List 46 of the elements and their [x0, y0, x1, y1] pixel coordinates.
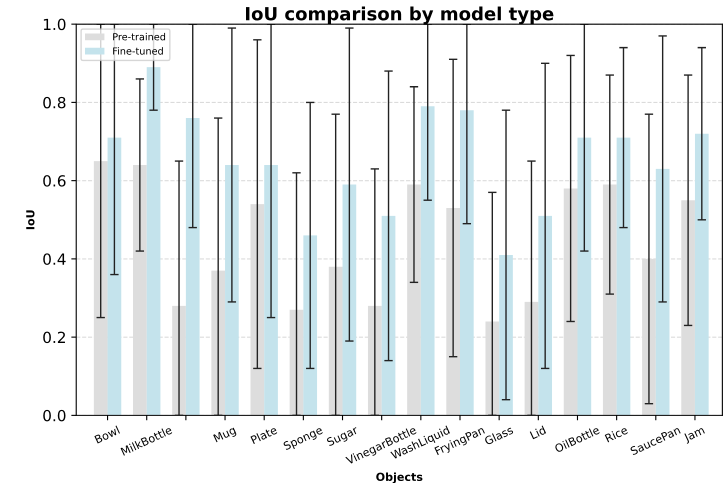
bar [616, 138, 630, 416]
y-axis-title: IoU [26, 210, 35, 230]
bar [499, 254, 513, 416]
bar [303, 235, 318, 416]
bar [577, 138, 592, 416]
bar [264, 164, 278, 416]
bar [602, 184, 617, 416]
x-tick-label: Bowl [94, 426, 120, 444]
x-tick-label: Jam [682, 426, 706, 444]
x-tick-label: Rice [604, 425, 628, 442]
x-tick-label: Glass [484, 425, 514, 446]
bar [225, 164, 239, 416]
bar [108, 138, 122, 416]
bar [290, 310, 304, 416]
bar [342, 184, 356, 416]
bar [564, 188, 578, 416]
bar [538, 216, 552, 416]
bar [446, 208, 460, 416]
legend-label: Fine-tuned [113, 47, 163, 55]
y-tick-label: 0.0 [43, 410, 66, 422]
x-axis-title: Objects [376, 472, 422, 483]
x-tick-label: Mug [213, 426, 238, 444]
bar [460, 110, 474, 416]
bar [146, 67, 160, 416]
chart-title: IoU comparison by model type [246, 6, 554, 24]
bar [656, 168, 670, 416]
legend-label: Pre-trained [113, 32, 166, 40]
bar [94, 161, 108, 416]
bar [524, 302, 538, 416]
bar [407, 184, 421, 416]
x-tick-label: Lid [530, 426, 546, 440]
x-tick-label: Plate [250, 425, 278, 444]
bar [420, 106, 435, 416]
bar [250, 204, 264, 416]
bar [133, 164, 147, 416]
y-tick-label: 0.4 [43, 253, 66, 265]
bar [382, 216, 396, 416]
y-tick-label: 0.6 [43, 175, 66, 187]
bar [694, 134, 709, 416]
bar [642, 258, 656, 416]
bar [172, 306, 186, 416]
y-tick-label: 0.2 [43, 332, 65, 344]
bar [186, 118, 200, 416]
y-tick-label: 1.0 [44, 18, 66, 30]
y-tick-label: 0.8 [43, 96, 66, 108]
bar [681, 200, 695, 416]
